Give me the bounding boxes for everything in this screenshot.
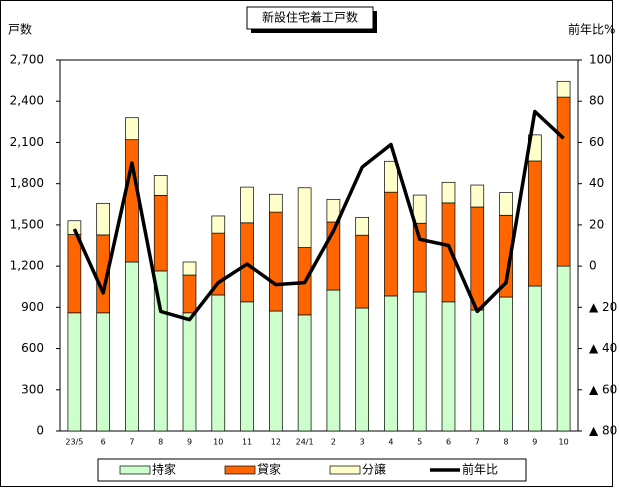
bar-segment	[182, 274, 197, 314]
x-tick-label: 4	[388, 438, 393, 447]
x-tick-label: 7	[475, 438, 480, 447]
bar-segment	[355, 216, 369, 236]
x-tick-label: 6	[101, 438, 106, 447]
bar-segment	[67, 220, 82, 235]
y2-tick-label: 40	[589, 176, 604, 190]
bar-segment	[470, 309, 485, 432]
bar-segment	[153, 194, 168, 272]
bar-segment	[355, 307, 369, 432]
x-tick-label: 3	[360, 438, 365, 447]
bar-segment	[528, 285, 542, 432]
x-tick-label: 24/1	[296, 438, 314, 447]
y-tick-label: 600	[21, 341, 44, 355]
x-tick-label: 7	[129, 438, 134, 447]
y-tick-label: 300	[21, 382, 44, 396]
x-tick-label: 6	[446, 438, 451, 447]
y2-tick-label: 100	[589, 53, 612, 67]
legend-box	[97, 458, 527, 482]
bar-segment	[297, 314, 312, 432]
bar-segment	[556, 265, 571, 432]
bar-segment	[240, 186, 254, 224]
bar-segment	[96, 312, 110, 432]
title-box	[246, 6, 374, 30]
bar-segment	[211, 215, 226, 234]
y2-tick-label: ▲ 20	[589, 300, 617, 314]
x-tick-label: 9	[532, 438, 537, 447]
bar-segment	[499, 296, 513, 432]
x-tick-label: 11	[242, 438, 252, 447]
x-tick-label: 9	[187, 438, 192, 447]
legend-label: 持家	[152, 462, 176, 477]
bar-segment	[384, 191, 398, 297]
x-tick-label: 12	[271, 438, 281, 447]
x-tick-label: 8	[504, 438, 509, 447]
bar-segment	[470, 184, 485, 208]
bar-segment	[355, 234, 369, 309]
y-tick-label: 2,700	[10, 53, 44, 67]
bar-segment	[125, 139, 139, 263]
y2-tick-label: ▲ 60	[589, 382, 617, 396]
bar-segment	[412, 194, 427, 224]
bar-segment	[441, 301, 456, 432]
bar-segment	[269, 211, 283, 312]
legend-swatch	[119, 465, 151, 475]
bar-segment	[182, 312, 197, 432]
legend-label: 貸家	[257, 462, 281, 477]
x-tick-label: 8	[158, 438, 163, 447]
plot-area	[59, 59, 579, 432]
x-tick-label: 2	[331, 438, 336, 447]
bar-segment	[441, 181, 456, 204]
bar-segment	[556, 80, 571, 98]
bar-segment	[470, 206, 485, 311]
chart-title: 新設住宅着工戸数	[262, 10, 358, 25]
bar-segment	[153, 175, 168, 196]
y-tick-label: 0	[36, 424, 44, 438]
y-tick-label: 1,500	[10, 217, 44, 231]
bar-segment	[125, 117, 139, 141]
bar-segment	[297, 187, 312, 248]
bar-segment	[384, 295, 398, 432]
y2-axis-title: 前年比%	[568, 22, 615, 37]
bar-segment	[412, 291, 427, 432]
y-tick-label: 2,400	[10, 94, 44, 108]
y2-tick-label: ▲ 80	[589, 424, 617, 438]
legend-label: 分譲	[362, 462, 386, 477]
y-axis-title: 戸数	[8, 22, 32, 37]
x-tick-label: 10	[213, 438, 223, 447]
bar-segment	[67, 312, 82, 432]
bar-segment	[211, 294, 226, 432]
legend-label: 前年比	[462, 462, 498, 477]
line-series	[72, 109, 565, 322]
bar-segment	[556, 96, 571, 267]
bar-segment	[67, 234, 82, 314]
y2-tick-label: ▲ 40	[589, 341, 617, 355]
bar-segment	[269, 310, 283, 432]
y-tick-label: 900	[21, 300, 44, 314]
y2-tick-label: 20	[589, 217, 604, 231]
bar-segment	[528, 160, 542, 287]
bar-segment	[326, 198, 341, 223]
bar-segment	[96, 202, 110, 236]
bar-segment	[499, 192, 513, 216]
x-tick-label: 23/5	[65, 438, 83, 447]
bar-segment	[240, 301, 254, 432]
y-tick-label: 1,200	[10, 259, 44, 273]
bar-segment	[384, 160, 398, 193]
y2-tick-label: 80	[589, 94, 604, 108]
bar-segment	[125, 261, 139, 432]
y-tick-label: 2,100	[10, 135, 44, 149]
legend-swatch	[224, 465, 256, 475]
legend-swatch	[329, 465, 361, 475]
bar-segment	[182, 261, 197, 276]
bar-segment	[326, 289, 341, 432]
y2-tick-label: 0	[589, 259, 597, 273]
x-tick-label: 5	[417, 438, 422, 447]
x-tick-label: 10	[559, 438, 569, 447]
y2-tick-label: 60	[589, 135, 604, 149]
y-tick-label: 1,800	[10, 176, 44, 190]
bar-segment	[269, 193, 283, 213]
